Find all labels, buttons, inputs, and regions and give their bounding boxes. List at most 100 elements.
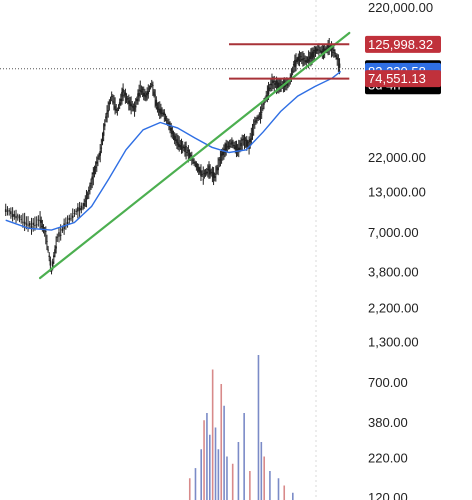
candle-body <box>156 106 159 110</box>
candle-body <box>196 166 199 168</box>
volume-bar <box>194 468 197 500</box>
candle-body <box>255 120 257 123</box>
candle-body <box>110 96 113 97</box>
candle-body <box>315 48 318 52</box>
candle-body <box>203 173 206 175</box>
volume-bar <box>292 492 294 500</box>
candle-body <box>197 167 200 172</box>
candle-body <box>237 147 240 151</box>
candle-body <box>141 89 144 90</box>
candle-body <box>215 174 217 175</box>
candle-body <box>220 153 223 156</box>
volume-bar <box>211 369 214 500</box>
candle-body <box>337 59 340 61</box>
candle-body <box>32 222 35 226</box>
candle-body <box>27 224 29 226</box>
candle-body <box>185 146 187 148</box>
candle-body <box>272 80 274 84</box>
candle-body <box>233 145 235 147</box>
candle-body <box>244 139 247 141</box>
candle-body <box>207 169 209 171</box>
candle-body <box>108 102 111 105</box>
candle-body <box>153 91 155 96</box>
candle-body <box>295 64 297 66</box>
candle-body <box>131 105 134 107</box>
volume-bar <box>277 478 280 500</box>
y-tick-label: 1,300.00 <box>368 335 419 350</box>
candle-body <box>75 210 77 212</box>
candle-body <box>43 229 46 231</box>
candle-body <box>252 124 255 126</box>
candle-body <box>319 49 321 51</box>
candle-body <box>116 110 119 111</box>
trendline[interactable] <box>38 31 351 280</box>
candle-body <box>4 209 7 212</box>
volume-bar <box>237 442 240 500</box>
candle-body <box>209 169 211 175</box>
candle-body <box>194 162 197 164</box>
candle-body <box>11 213 14 218</box>
candle-body <box>253 121 256 123</box>
candle-body <box>82 207 84 209</box>
volume-bar <box>214 427 217 500</box>
candle-body <box>232 145 234 147</box>
candle-body <box>145 95 147 98</box>
candle-body <box>146 93 148 96</box>
candle-body <box>193 161 195 163</box>
candle-body <box>130 103 132 107</box>
candle-body <box>70 218 72 220</box>
candle-body <box>227 145 230 147</box>
candle-body <box>305 60 308 63</box>
candle-body <box>218 159 221 161</box>
candle-body <box>144 94 146 97</box>
candle-body <box>329 45 332 47</box>
candle-body <box>241 139 244 141</box>
candle-body <box>247 142 249 144</box>
candle-body <box>117 107 120 109</box>
y-tick-label: 7,000.00 <box>368 225 419 240</box>
candle-body <box>149 85 152 88</box>
candle-body <box>157 109 160 111</box>
candle-body <box>98 156 100 158</box>
candle-body <box>187 150 190 152</box>
candle-body <box>71 215 74 218</box>
candle-body <box>320 50 323 53</box>
candle-body <box>307 59 310 62</box>
candle-body <box>296 59 298 63</box>
candle-body <box>302 58 304 61</box>
candle-body <box>258 116 261 118</box>
candle-body <box>103 123 106 127</box>
candle-body <box>245 139 248 147</box>
candle-body <box>90 182 92 184</box>
candle-body <box>86 193 89 195</box>
candle-body <box>100 147 103 149</box>
candle-body <box>41 225 44 227</box>
candle-body <box>58 232 60 237</box>
candle-body <box>318 46 320 48</box>
candle-body <box>152 85 154 86</box>
candle-body <box>13 214 16 217</box>
volume-bar <box>283 485 286 500</box>
candle-body <box>204 172 207 174</box>
candle-body <box>208 166 210 172</box>
volume-bar <box>226 456 228 500</box>
y-tick-label: 380.00 <box>368 415 408 430</box>
candle-body <box>321 51 324 54</box>
y-tick-label: 120.00 <box>368 490 408 500</box>
candle-body <box>202 179 205 181</box>
candle-body <box>251 134 254 136</box>
candle-body <box>114 106 116 109</box>
candle-body <box>249 139 252 143</box>
volume-bar <box>217 449 220 500</box>
candle-body <box>180 147 183 150</box>
candle-body <box>155 99 158 106</box>
candle-body <box>205 171 208 174</box>
plot-area <box>0 0 365 500</box>
candle-body <box>248 146 250 149</box>
moving-average-line <box>5 70 342 231</box>
candle-body <box>46 240 48 242</box>
candle-body <box>22 221 24 223</box>
candle-body <box>129 101 131 106</box>
candle-body <box>306 60 309 62</box>
